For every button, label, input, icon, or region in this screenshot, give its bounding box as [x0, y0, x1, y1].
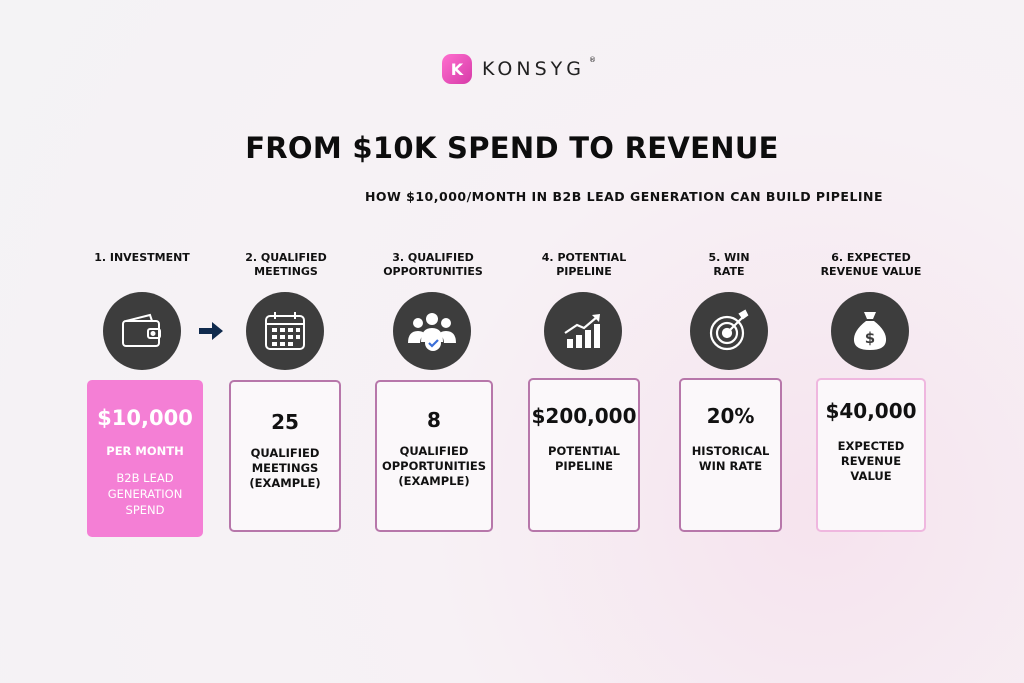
- revenue-desc-1: EXPECTED: [837, 439, 905, 453]
- target-icon: [690, 292, 768, 370]
- win-rate-desc-2: WIN RATE: [698, 459, 763, 473]
- meetings-desc-2: MEETINGS: [251, 461, 319, 475]
- meetings-desc-1: QUALIFIED: [250, 446, 320, 460]
- pipeline-card: $200,000 POTENTIAL PIPELINE: [528, 378, 640, 532]
- pipeline-desc-2: PIPELINE: [554, 459, 614, 473]
- step-3-label: 3. QUALIFIED OPPORTUNITIES: [383, 251, 483, 278]
- meetings-value: 25: [271, 410, 299, 434]
- win-rate-card: 20% HISTORICAL WIN RATE: [679, 378, 782, 532]
- opportunities-desc-1: QUALIFIED: [399, 444, 469, 458]
- revenue-desc-3: VALUE: [850, 469, 892, 483]
- step-1-label: 1. INVESTMENT: [94, 251, 190, 264]
- investment-card: $10,000 PER MONTH B2B LEAD GENERATION SP…: [87, 380, 203, 537]
- calendar-icon: [246, 292, 324, 370]
- konsyg-logo-icon: K: [442, 54, 472, 84]
- page-subtitle: HOW $10,000/MONTH IN B2B LEAD GENERATION…: [364, 189, 884, 204]
- meetings-desc-3: (EXAMPLE): [249, 476, 321, 490]
- page-title: FROM $10K SPEND TO REVENUE: [245, 131, 779, 165]
- flow-arrow-icon: [199, 322, 223, 340]
- step-6-label: 6. EXPECTED REVENUE VALUE: [820, 251, 922, 278]
- money-bag-icon: $: [831, 292, 909, 370]
- pipeline-desc-1: POTENTIAL: [548, 444, 620, 458]
- investment-note-3: SPEND: [125, 503, 165, 517]
- step-2-label: 2. QUALIFIED MEETINGS: [245, 251, 327, 278]
- revenue-card: $40,000 EXPECTED REVENUE VALUE: [816, 378, 926, 532]
- step-5-label: 5. WIN RATE: [708, 251, 750, 278]
- opportunities-value: 8: [427, 408, 441, 432]
- brand-name: KONSYG: [482, 58, 585, 80]
- investment-note-1: B2B LEAD: [116, 471, 174, 485]
- step-4-label: 4. POTENTIAL PIPELINE: [541, 251, 627, 278]
- win-rate-desc-1: HISTORICAL: [691, 444, 770, 458]
- meetings-card: 25 QUALIFIED MEETINGS (EXAMPLE): [229, 380, 341, 532]
- svg-text:$: $: [865, 329, 875, 347]
- opportunities-desc-2: OPPORTUNITIES: [381, 459, 487, 473]
- growth-chart-icon: [544, 292, 622, 370]
- opportunities-card: 8 QUALIFIED OPPORTUNITIES (EXAMPLE): [375, 380, 493, 532]
- investment-desc: PER MONTH: [106, 444, 184, 458]
- revenue-value: $40,000: [825, 399, 917, 423]
- win-rate-value: 20%: [706, 404, 755, 428]
- opportunities-desc-3: (EXAMPLE): [398, 474, 470, 488]
- registered-mark: ®: [588, 56, 596, 64]
- investment-note-2: GENERATION: [107, 487, 183, 501]
- pipeline-value: $200,000: [531, 404, 637, 428]
- wallet-icon: [103, 292, 181, 370]
- team-check-icon: [393, 292, 471, 370]
- brand-logo: K KONSYG ®: [442, 52, 602, 86]
- revenue-desc-2: REVENUE: [840, 454, 902, 468]
- investment-value: $10,000: [97, 406, 193, 430]
